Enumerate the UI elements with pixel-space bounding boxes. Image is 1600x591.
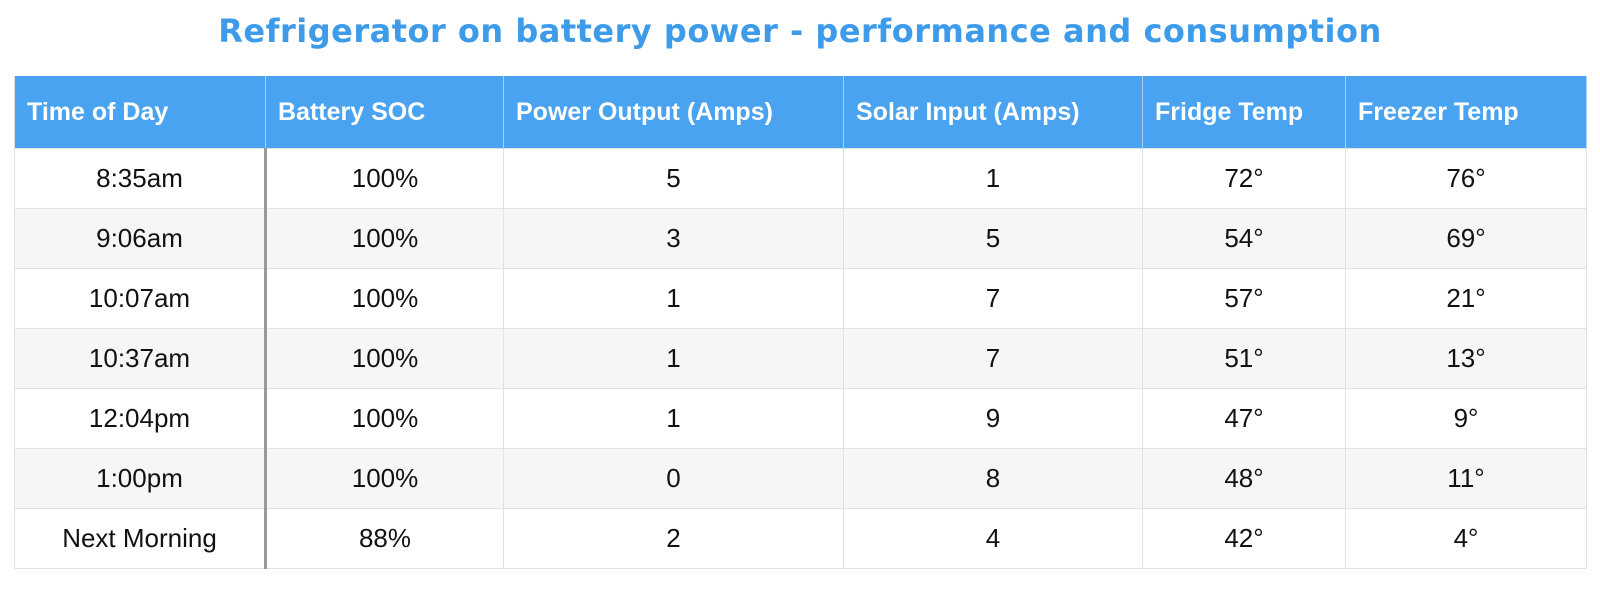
table-cell: 100% bbox=[265, 448, 504, 509]
page-title: Refrigerator on battery power - performa… bbox=[218, 12, 1382, 50]
table-row: Next Morning 88% 2 4 42° 4° bbox=[14, 508, 1587, 569]
table-cell: 1 bbox=[503, 388, 844, 449]
table-cell: 57° bbox=[1142, 268, 1346, 329]
data-table: Time of Day Battery SOC Power Output (Amps… bbox=[14, 76, 1587, 569]
table-cell: 1:00pm bbox=[14, 448, 267, 509]
table-cell: 51° bbox=[1142, 328, 1346, 389]
table-cell: 100% bbox=[265, 208, 504, 269]
table-row: 12:04pm 100% 1 9 47° 9° bbox=[14, 388, 1587, 449]
table-cell: 1 bbox=[843, 148, 1143, 209]
table-row: 1:00pm 100% 0 8 48° 11° bbox=[14, 448, 1587, 509]
table-cell: 88% bbox=[265, 508, 504, 569]
table-cell: 9:06am bbox=[14, 208, 267, 269]
table-cell: 42° bbox=[1142, 508, 1346, 569]
table-cell: 69° bbox=[1345, 208, 1587, 269]
table-row: 10:07am 100% 1 7 57° 21° bbox=[14, 268, 1587, 329]
table-cell: 0 bbox=[503, 448, 844, 509]
table-cell: 5 bbox=[843, 208, 1143, 269]
table-cell: 1 bbox=[503, 328, 844, 389]
table-cell: 100% bbox=[265, 328, 504, 389]
table-cell: 8 bbox=[843, 448, 1143, 509]
table-cell: 100% bbox=[265, 268, 504, 329]
table-cell: 100% bbox=[265, 148, 504, 209]
table-cell: 47° bbox=[1142, 388, 1346, 449]
table-cell: 8:35am bbox=[14, 148, 267, 209]
table-cell: 2 bbox=[503, 508, 844, 569]
header-cell: Freezer Temp bbox=[1345, 76, 1587, 149]
table-cell: 1 bbox=[503, 268, 844, 329]
table-cell: 54° bbox=[1142, 208, 1346, 269]
table-cell: 7 bbox=[843, 328, 1143, 389]
table-cell: 72° bbox=[1142, 148, 1346, 209]
table-cell: 9° bbox=[1345, 388, 1587, 449]
table-cell: 100% bbox=[265, 388, 504, 449]
table-cell: 10:07am bbox=[14, 268, 267, 329]
table-cell: 76° bbox=[1345, 148, 1587, 209]
header-row: Time of Day Battery SOC Power Output (Amps… bbox=[14, 76, 1587, 149]
table-cell: 11° bbox=[1345, 448, 1587, 509]
table-cell: Next Morning bbox=[14, 508, 267, 569]
table-row: 10:37am 100% 1 7 51° 13° bbox=[14, 328, 1587, 389]
header-cell: Battery SOC bbox=[265, 76, 504, 149]
header-cell: Time of Day bbox=[14, 76, 266, 149]
table-cell: 9 bbox=[843, 388, 1143, 449]
table-cell: 5 bbox=[503, 148, 844, 209]
table-body: 8:35am 100% 5 1 72° 76° 9:06am 100% 3 5 54° 69° 10:0… bbox=[14, 148, 1587, 569]
table-cell: 48° bbox=[1142, 448, 1346, 509]
table-cell: 13° bbox=[1345, 328, 1587, 389]
header-cell: Power Output (Amps) bbox=[503, 76, 844, 149]
table-row: 9:06am 100% 3 5 54° 69° bbox=[14, 208, 1587, 269]
table-row: 8:35am 100% 5 1 72° 76° bbox=[14, 148, 1587, 209]
table-cell: 3 bbox=[503, 208, 844, 269]
table-cell: 10:37am bbox=[14, 328, 267, 389]
header-cell: Fridge Temp bbox=[1142, 76, 1346, 149]
table-cell: 21° bbox=[1345, 268, 1587, 329]
table-cell: 4° bbox=[1345, 508, 1587, 569]
table-cell: 4 bbox=[843, 508, 1143, 569]
table-cell: 12:04pm bbox=[14, 388, 267, 449]
table-cell: 7 bbox=[843, 268, 1143, 329]
header-cell: Solar Input (Amps) bbox=[843, 76, 1143, 149]
